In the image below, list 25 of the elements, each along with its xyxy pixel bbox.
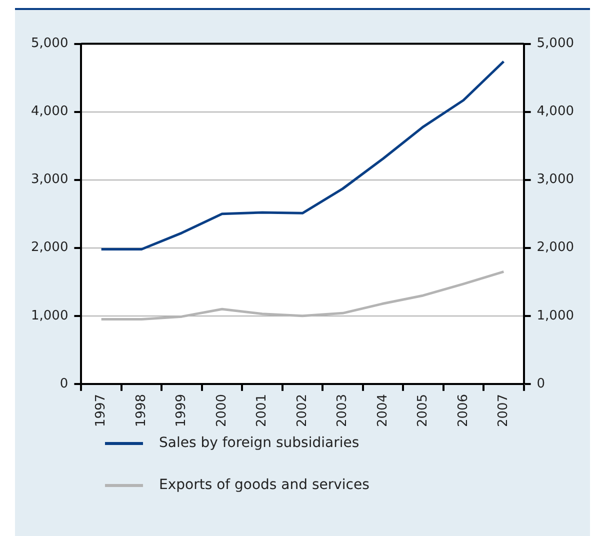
x-tick-label: 2006 [456,394,471,428]
x-tick-label: 2003 [335,394,350,428]
y-tick-label: 2,000 [31,240,68,256]
y2-tick-label: 3,000 [536,172,574,188]
y2-tick-label: 5,000 [536,36,574,52]
y2-tick-label: 1,000 [536,308,574,324]
x-tick-label: 1998 [134,394,149,428]
y-tick-label: 1,000 [31,308,68,324]
x-tick-label: 2004 [375,394,390,428]
x-tick-label: 2001 [254,394,270,428]
x-tick-label: 2005 [416,394,431,428]
x-tick-label: 2002 [294,394,310,428]
y-tick-label: 3,000 [31,172,68,188]
y-tick-label: 0 [60,376,68,392]
y2-tick-label: 2,000 [536,240,574,256]
x-tick-label: 2007 [496,394,512,428]
y2-tick-label: 0 [536,376,546,392]
x-tick-label: 1999 [174,394,190,428]
x-tick-label: 2000 [214,394,230,428]
y2-tick-label: 4,000 [536,104,574,120]
y-tick-label: 4,000 [31,104,68,120]
legend-label: Exports of goods and services [159,477,370,493]
legend-label: Sales by foreign subsidiaries [159,435,360,451]
x-tick-label: 1997 [94,394,109,428]
y-tick-label: 5,000 [31,36,68,52]
